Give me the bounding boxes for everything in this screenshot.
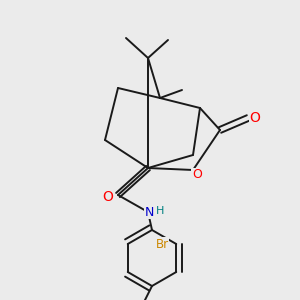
Text: Br: Br bbox=[156, 238, 169, 250]
Text: O: O bbox=[250, 111, 260, 125]
Text: O: O bbox=[103, 190, 113, 204]
Text: H: H bbox=[156, 206, 164, 216]
Text: N: N bbox=[144, 206, 154, 218]
Text: O: O bbox=[192, 169, 202, 182]
